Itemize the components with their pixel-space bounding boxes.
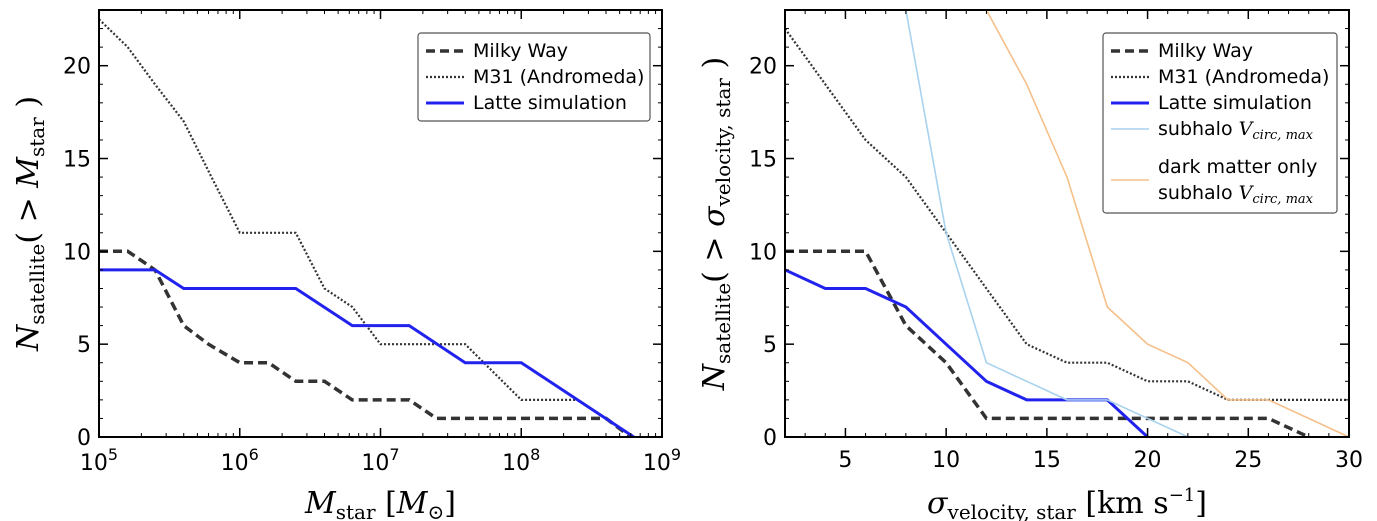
y-tick-label: 10 <box>749 240 777 265</box>
legend-label-line2: subhalo Vcirc, max <box>1158 182 1314 207</box>
y-tick-label: 20 <box>63 55 91 80</box>
legend-item-latte-simulation: Latte simulation <box>426 92 627 114</box>
y-tick-label: 0 <box>77 426 91 451</box>
legend-item-latte-simulation: Latte simulation <box>1111 92 1312 114</box>
series-line-m31-andromeda- <box>99 18 635 437</box>
legend-item-m31-andromeda-: M31 (Andromeda) <box>426 66 644 88</box>
x-axis-label: σvelocity, star [km s−1] <box>927 485 1207 521</box>
series-line-milky-way <box>785 249 1310 437</box>
y-tick-label: 20 <box>749 55 777 80</box>
legend-label: M31 (Andromeda) <box>473 66 644 88</box>
series-line-dark-matter-only <box>985 10 1349 437</box>
legend-label: Milky Way <box>1158 40 1253 62</box>
legend-label: Milky Way <box>473 40 568 62</box>
y-tick-label: 5 <box>763 333 777 358</box>
series-line-milky-way <box>99 249 632 437</box>
x-tick-label: 107 <box>361 445 399 476</box>
left-panel: 0 5 10 15 20 105 106 107 108 109 Mstar [M⊙] Nsatell… <box>11 9 681 521</box>
legend-box <box>1102 32 1338 214</box>
legend-item-milky-way: Milky Way <box>426 40 568 62</box>
series-line-latte-simulation <box>785 268 1149 437</box>
y-tick-label: 0 <box>763 426 777 451</box>
y-axis-label: Nsatellite( > Mstar ) <box>11 96 49 352</box>
legend-label: dark matter only <box>1158 156 1317 178</box>
x-tick-label: 30 <box>1335 448 1363 473</box>
legend-label: Latte simulation <box>473 92 627 114</box>
legend-item-m31-andromeda-: M31 (Andromeda) <box>1111 66 1329 88</box>
series-group <box>785 10 1349 437</box>
x-tick-label: 109 <box>643 445 681 476</box>
x-axis-label: Mstar [M⊙] <box>304 486 456 521</box>
legend: Milky Way M31 (Andromeda) Latte simulation <box>417 32 651 122</box>
x-tick-label: 20 <box>1134 448 1162 473</box>
legend-label: M31 (Andromeda) <box>1158 66 1329 88</box>
y-tick-label: 15 <box>63 148 91 173</box>
legend-box <box>417 32 651 122</box>
y-tick-label: 10 <box>63 240 91 265</box>
y-tick-label: 15 <box>749 148 777 173</box>
x-tick-label: 105 <box>80 445 118 476</box>
series-group <box>99 18 635 437</box>
x-tick-label: 15 <box>1033 448 1061 473</box>
legend: Milky Way M31 (Andromeda) Latte simulation… <box>1102 32 1338 214</box>
right-panel: 0 5 10 15 20 5 10 15 20 25 30 σvelocity, star [km s… <box>697 9 1363 521</box>
legend-label: subhalo Vcirc, max <box>1158 118 1314 143</box>
x-tick-label: 5 <box>838 448 852 473</box>
x-tick-label: 10 <box>932 448 960 473</box>
legend-item-dark-matter-only: dark matter only subhalo Vcirc, max <box>1111 156 1317 207</box>
y-axis-label: Nsatellite( > σvelocity, star ) <box>697 57 735 391</box>
x-tick-label: 106 <box>221 445 259 476</box>
series-line-latte-simulation <box>99 268 635 437</box>
y-tick-label: 5 <box>77 333 91 358</box>
series-line-m31-andromeda- <box>785 27 1349 401</box>
x-tick-label: 108 <box>502 445 540 476</box>
legend-item-subhalo: subhalo Vcirc, max <box>1111 118 1314 143</box>
x-tick-label: 25 <box>1234 448 1262 473</box>
series-line-subhalo <box>905 10 1189 437</box>
legend-label: Latte simulation <box>1158 92 1312 114</box>
legend-item-milky-way: Milky Way <box>1111 40 1253 62</box>
